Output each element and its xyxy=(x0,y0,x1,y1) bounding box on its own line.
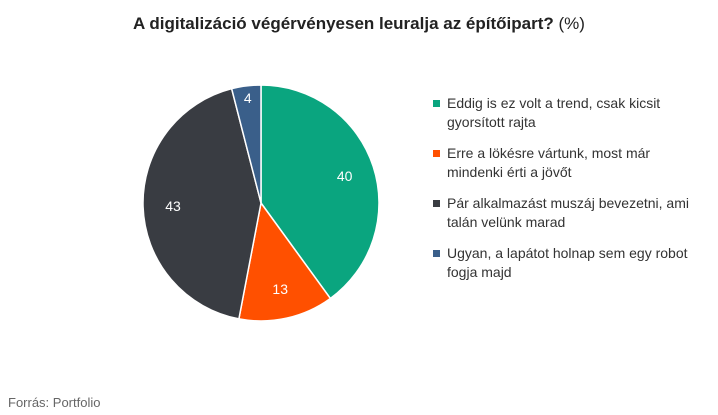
chart-title-unit: (%) xyxy=(558,14,585,33)
slice-value-label: 43 xyxy=(165,198,181,214)
pie-slice xyxy=(230,84,262,204)
legend-label: Pár alkalmazást muszáj bevezetni, ami ta… xyxy=(447,195,689,230)
legend-label: Eddig is ez volt a trend, csak kicsit gy… xyxy=(447,95,661,130)
legend-label: Erre a lökésre vártunk, most már mindenk… xyxy=(447,145,651,180)
legend-item: Ugyan, a lapátot holnap sem egy robot fo… xyxy=(433,244,703,282)
pie-slice xyxy=(238,201,332,322)
pie-slice xyxy=(142,87,262,320)
legend-swatch xyxy=(433,200,440,207)
legend-swatch xyxy=(433,150,440,157)
legend-label: Ugyan, a lapátot holnap sem egy robot fo… xyxy=(447,245,688,280)
slice-value-label: 4 xyxy=(244,90,252,106)
legend: Eddig is ez volt a trend, csak kicsit gy… xyxy=(433,94,703,294)
legend-swatch xyxy=(433,250,440,257)
chart-title-main: A digitalizáció végérvényesen leuralja a… xyxy=(133,14,554,33)
chart-title: A digitalizáció végérvényesen leuralja a… xyxy=(0,14,718,34)
legend-item: Erre a lökésre vártunk, most már mindenk… xyxy=(433,144,703,182)
pie-slice xyxy=(260,84,380,300)
legend-swatch xyxy=(433,100,440,107)
source-note: Forrás: Portfolio xyxy=(8,395,101,410)
slice-value-label: 40 xyxy=(337,168,353,184)
legend-item: Pár alkalmazást muszáj bevezetni, ami ta… xyxy=(433,194,703,232)
slice-value-label: 13 xyxy=(272,281,288,297)
legend-item: Eddig is ez volt a trend, csak kicsit gy… xyxy=(433,94,703,132)
